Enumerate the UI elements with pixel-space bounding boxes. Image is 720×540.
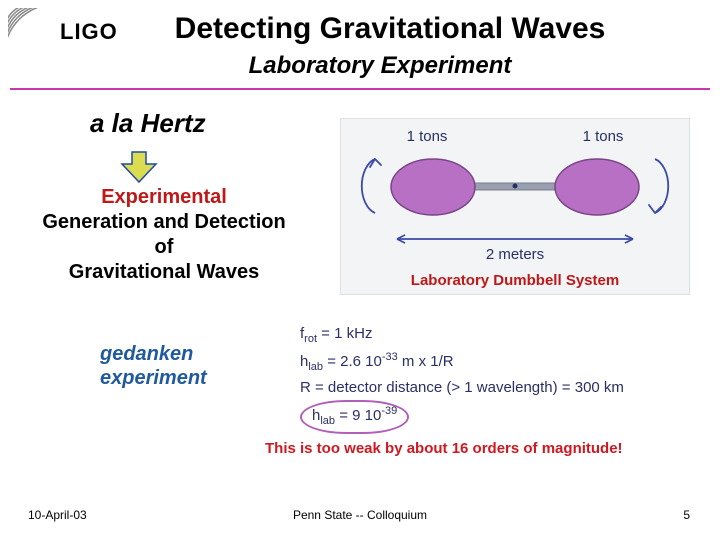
rotation-arrow-right (649, 159, 668, 213)
hertz-heading: a la Hertz (90, 108, 206, 139)
mass-left (391, 159, 475, 215)
experiment-text: Experimental Generation and Detection of… (24, 185, 304, 285)
exp-line1: Experimental (24, 185, 304, 210)
length-label: 2 meters (486, 246, 544, 263)
exp-line2: Generation and Detection (24, 210, 304, 235)
length-arrow (397, 235, 633, 243)
warning-text: This is too weak by about 16 orders of m… (265, 440, 623, 457)
footer-venue: Penn State -- Colloquium (0, 508, 720, 522)
equations-block: frot = 1 kHz hlab = 2.6 10-33 m x 1/R R … (300, 322, 624, 434)
divider (10, 88, 710, 90)
mass-label-left: 1 tons (407, 128, 448, 145)
slide-title: Detecting Gravitational Waves (0, 12, 720, 46)
gedanken-text: gedanken experiment (100, 342, 207, 390)
down-arrow-icon (120, 150, 158, 189)
eq-R: R = detector distance (> 1 wavelength) =… (300, 376, 624, 400)
eq-hlab2: hlab = 9 10-39 (300, 400, 624, 434)
gedanken-l2: experiment (100, 366, 207, 390)
circled-result: hlab = 9 10-39 (300, 400, 409, 434)
diagram-caption: Laboratory Dumbbell System (411, 272, 619, 289)
rotation-arrow-left (362, 159, 381, 213)
slide-subtitle: Laboratory Experiment (0, 52, 720, 80)
mass-right (555, 159, 639, 215)
exp-line3: of (24, 235, 304, 260)
mass-label-right: 1 tons (583, 128, 624, 145)
gedanken-l1: gedanken (100, 342, 207, 366)
dumbbell-diagram: 1 tons 1 tons 2 meters Laboratory Dumbbe… (340, 118, 690, 295)
footer-page: 5 (683, 508, 690, 522)
exp-line4: Gravitational Waves (24, 260, 304, 285)
eq-hlab1: hlab = 2.6 10-33 m x 1/R (300, 349, 624, 377)
eq-frot: frot = 1 kHz (300, 322, 624, 349)
center-dot (513, 184, 518, 189)
